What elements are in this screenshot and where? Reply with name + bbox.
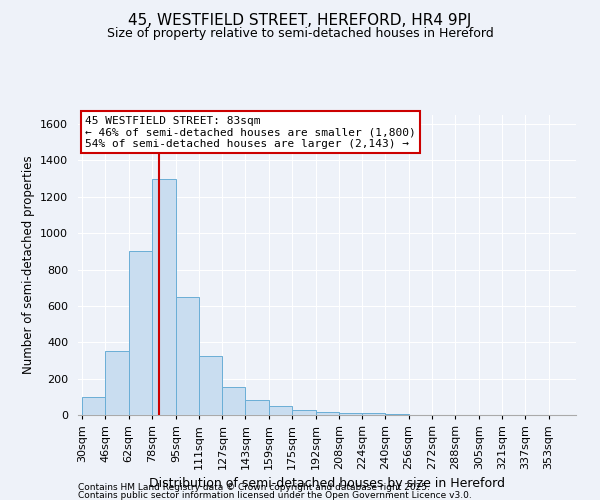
Bar [106, 352, 128, 415]
X-axis label: Distribution of semi-detached houses by size in Hereford: Distribution of semi-detached houses by … [149, 478, 505, 490]
Bar [223, 387, 245, 415]
Bar [316, 412, 339, 415]
Bar [128, 252, 152, 415]
Bar [292, 410, 316, 415]
Text: Contains public sector information licensed under the Open Government Licence v3: Contains public sector information licen… [78, 491, 472, 500]
Bar [82, 397, 106, 415]
Bar [385, 414, 409, 415]
Y-axis label: Number of semi-detached properties: Number of semi-detached properties [22, 156, 35, 374]
Bar [339, 413, 362, 415]
Bar [245, 400, 269, 415]
Text: 45, WESTFIELD STREET, HEREFORD, HR4 9PJ: 45, WESTFIELD STREET, HEREFORD, HR4 9PJ [128, 12, 472, 28]
Bar [199, 356, 223, 415]
Text: Size of property relative to semi-detached houses in Hereford: Size of property relative to semi-detach… [107, 28, 493, 40]
Bar [152, 178, 176, 415]
Text: Contains HM Land Registry data © Crown copyright and database right 2025.: Contains HM Land Registry data © Crown c… [78, 482, 430, 492]
Bar [176, 297, 199, 415]
Bar [269, 406, 292, 415]
Text: 45 WESTFIELD STREET: 83sqm
← 46% of semi-detached houses are smaller (1,800)
54%: 45 WESTFIELD STREET: 83sqm ← 46% of semi… [85, 116, 416, 149]
Bar [362, 413, 385, 415]
